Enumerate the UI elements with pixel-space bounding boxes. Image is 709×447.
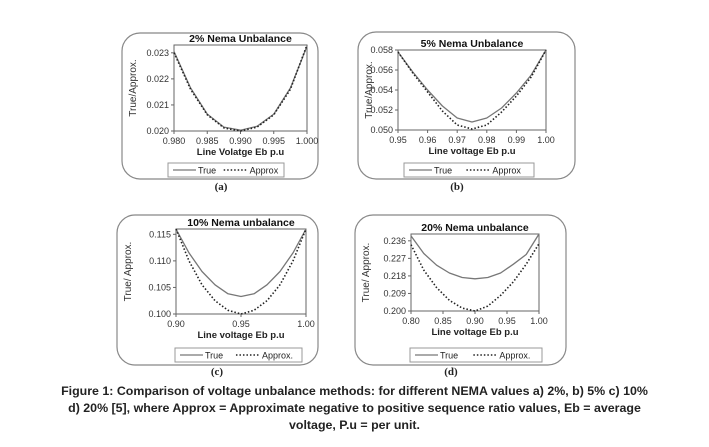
- chart-panel-d: 20% Nema unbalance 0.200 0.209 0.218 0.227 0.…: [354, 214, 567, 378]
- y-tick-label: 0.052: [370, 105, 393, 115]
- x-tick-label: 0.990: [229, 136, 252, 146]
- y-tick-label: 0.054: [370, 85, 393, 95]
- y-axis-label: True/ Approx.: [361, 243, 372, 303]
- legend-box: [174, 347, 303, 363]
- plot-area: [397, 49, 547, 131]
- panel-label: (c): [211, 366, 224, 378]
- legend: True Approx: [167, 162, 285, 178]
- x-axis-label: Line voltage Eb p.u: [428, 146, 515, 157]
- chart-panel-a: 2% Nema Unbalance 0.020 0.021 0.022 0.023 0.9…: [121, 32, 319, 193]
- chart-title: 20% Nema unbalance: [421, 222, 529, 234]
- chart-title: 5% Nema Unbalance: [421, 38, 524, 50]
- legend: True Approx.: [174, 347, 303, 363]
- y-axis-label: True/Approx.: [128, 59, 139, 116]
- plot-area: [173, 44, 308, 132]
- x-tick-label: 0.95: [232, 319, 250, 329]
- chart-title: 10% Nema unbalance: [187, 217, 295, 229]
- caption-line-1: Figure 1: Comparison of voltage unbalanc…: [61, 384, 648, 398]
- x-tick-label: 0.99: [508, 135, 526, 145]
- plot-area: [175, 228, 307, 315]
- panel-label: (a): [215, 181, 228, 193]
- figure-caption: Figure 1: Comparison of voltage unbalanc…: [0, 383, 709, 434]
- x-axis-label: Line voltage Eb p.u: [431, 327, 518, 338]
- series-line-true: [410, 233, 540, 280]
- plot-area: [410, 233, 540, 312]
- legend-box: [409, 347, 543, 363]
- x-tick-label: 0.980: [163, 136, 186, 146]
- series-line-approx: [397, 49, 547, 130]
- x-tick-label: 1.000: [296, 136, 319, 146]
- x-axis-label: Line voltage Eb p.u: [197, 330, 284, 341]
- series-line-true: [397, 49, 547, 123]
- legend-box: [403, 162, 535, 178]
- legend-label-approx: Approx.: [262, 351, 293, 361]
- x-tick-label: 1.00: [297, 319, 315, 329]
- y-tick-label: 0.115: [149, 229, 171, 239]
- x-tick-label: 0.80: [402, 316, 420, 326]
- legend-label-approx: Approx: [250, 166, 279, 176]
- y-tick-label: 0.056: [370, 65, 393, 75]
- x-tick-label: 1.00: [537, 135, 555, 145]
- caption-line-3: voltage, P.u = per unit.: [289, 418, 420, 432]
- legend-label-approx: Approx: [492, 166, 521, 176]
- y-tick-label: 0.022: [146, 74, 169, 84]
- y-tick-label: 0.023: [146, 48, 169, 58]
- caption-line-2: d) 20% [5], where Approx = Approximate n…: [68, 401, 641, 415]
- legend-label-true: True: [205, 351, 223, 361]
- y-tick-label: 0.020: [146, 126, 169, 136]
- x-tick-label: 0.95: [389, 135, 407, 145]
- series-line-true: [175, 228, 307, 298]
- series-line-approx: [175, 228, 307, 315]
- chart-panel-c: 10% Nema unbalance 0.100 0.105 0.110 0.115 0.…: [116, 214, 319, 378]
- x-tick-label: 0.85: [434, 316, 452, 326]
- x-axis-label: Line Volatge Eb p.u: [197, 147, 285, 158]
- x-tick-label: 0.985: [196, 136, 219, 146]
- x-tick-label: 0.98: [478, 135, 496, 145]
- panel-label: (d): [444, 366, 458, 378]
- x-tick-label: 0.995: [262, 136, 285, 146]
- y-tick-label: 0.209: [383, 288, 406, 298]
- chart-title: 2% Nema Unbalance: [189, 33, 292, 45]
- y-axis-label: True/Approx.: [364, 61, 375, 118]
- legend: True Approx: [403, 162, 535, 178]
- y-tick-label: 0.200: [383, 306, 406, 316]
- series-line-approx: [173, 44, 308, 132]
- series-line-approx: [410, 243, 540, 312]
- x-tick-label: 0.90: [167, 319, 185, 329]
- y-tick-label: 0.236: [383, 236, 406, 246]
- x-tick-label: 0.95: [498, 316, 516, 326]
- legend-box: [167, 162, 285, 178]
- x-tick-label: 0.96: [419, 135, 437, 145]
- panel-label: (b): [450, 181, 464, 193]
- chart-panel-b: 5% Nema Unbalance 0.050 0.052 0.054 0.056 0.0…: [357, 31, 576, 193]
- y-tick-label: 0.227: [383, 253, 406, 263]
- legend-label-true: True: [198, 166, 216, 176]
- figure-canvas: 2% Nema Unbalance 0.020 0.021 0.022 0.023 0.9…: [116, 31, 576, 378]
- y-tick-label: 0.110: [149, 256, 171, 266]
- y-tick-label: 0.021: [146, 100, 169, 110]
- y-axis-label: True/ Approx.: [123, 242, 134, 302]
- x-tick-label: 0.97: [448, 135, 466, 145]
- legend-label-true: True: [434, 166, 452, 176]
- y-tick-label: 0.058: [370, 45, 393, 55]
- y-tick-label: 0.218: [383, 271, 406, 281]
- y-tick-label: 0.050: [370, 125, 393, 135]
- y-tick-label: 0.105: [148, 282, 171, 292]
- legend-label-true: True: [440, 351, 458, 361]
- x-tick-label: 0.90: [466, 316, 484, 326]
- y-tick-label: 0.100: [148, 309, 171, 319]
- x-tick-label: 1.00: [530, 316, 548, 326]
- legend: True Approx.: [409, 347, 543, 363]
- legend-label-approx: Approx.: [499, 351, 530, 361]
